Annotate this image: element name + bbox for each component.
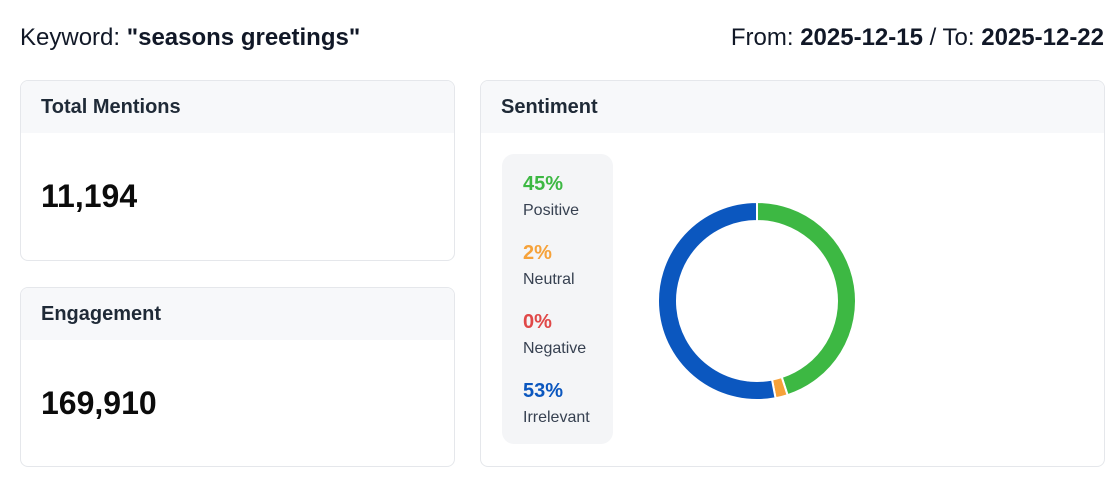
legend-label: Irrelevant: [523, 409, 590, 426]
keyword-display: Keyword: "seasons greetings": [20, 24, 360, 52]
keyword-prefix: Keyword:: [20, 24, 127, 51]
card-title: Sentiment: [481, 81, 1104, 133]
card-title: Engagement: [21, 288, 454, 340]
legend-pct: 0%: [523, 311, 552, 333]
legend-pct: 2%: [523, 242, 552, 264]
from-prefix: From:: [730, 24, 801, 51]
sentiment-donut-chart: [657, 201, 857, 401]
from-date: 2025-12-15: [800, 24, 923, 51]
engagement-card: Engagement 169,910: [20, 287, 455, 467]
mentions-value: 11,194: [41, 178, 138, 214]
donut-slice-positive: [756, 201, 857, 397]
legend-label: Neutral: [523, 271, 575, 288]
legend-item-positive: 45% Positive: [523, 172, 613, 241]
keyword-value: "seasons greetings": [126, 24, 361, 51]
engagement-value: 169,910: [41, 385, 157, 421]
to-date: 2025-12-22: [981, 24, 1104, 51]
card-title: Total Mentions: [21, 81, 454, 133]
legend-item-irrelevant: 53% Irrelevant: [523, 379, 613, 448]
legend-item-negative: 0% Negative: [523, 310, 613, 379]
legend-label: Positive: [523, 202, 580, 219]
legend-pct: 45%: [523, 173, 564, 195]
to-prefix: / To:: [922, 24, 982, 51]
sentiment-legend: 45% Positive 2% Neutral 0% Negative 53% …: [502, 154, 613, 444]
donut-slice-irrelevant: [657, 201, 777, 401]
report-header: Keyword: "seasons greetings" From: 2025-…: [20, 22, 1104, 54]
legend-label: Negative: [523, 340, 587, 357]
sentiment-card: Sentiment 45% Positive 2% Neutral 0% Neg…: [480, 80, 1105, 467]
total-mentions-card: Total Mentions 11,194: [20, 80, 455, 261]
date-range: From: 2025-12-15 / To: 2025-12-22: [731, 24, 1104, 52]
legend-pct: 53%: [523, 380, 564, 402]
legend-item-neutral: 2% Neutral: [523, 241, 613, 310]
